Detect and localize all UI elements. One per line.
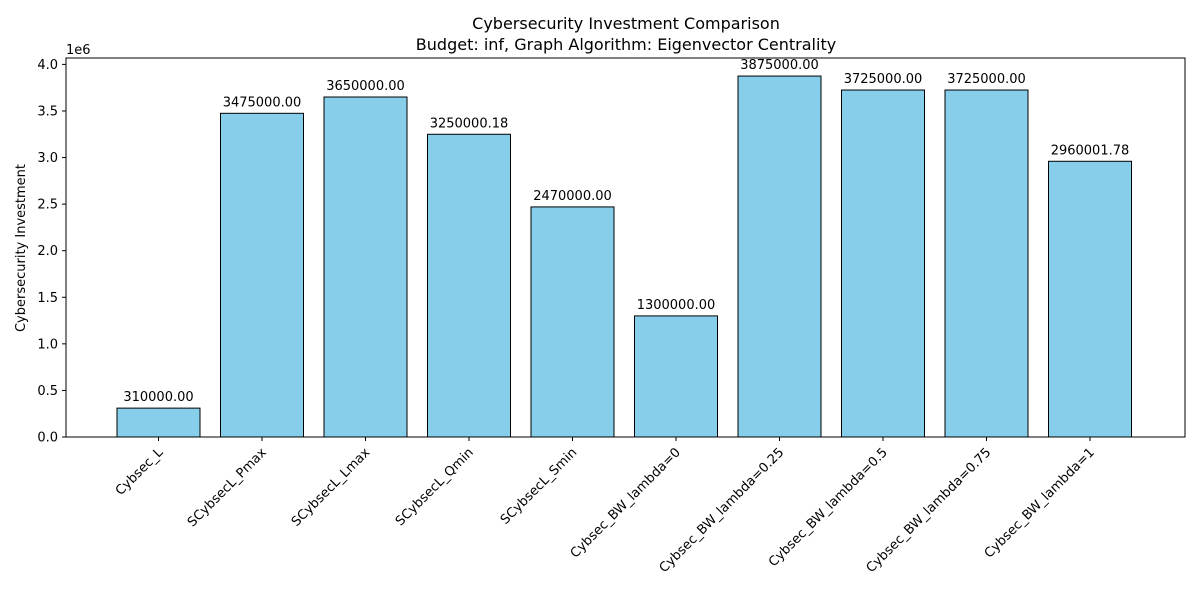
bars-layer xyxy=(116,75,1132,438)
x-tick-label: SCybsecL_Lmax xyxy=(289,445,374,530)
bar xyxy=(116,407,201,438)
bar-value-label: 310000.00 xyxy=(123,390,193,405)
x-tick-label: Cybsec_BW_lambda=0.25 xyxy=(657,445,788,576)
x-tick-label: Cybsec_L xyxy=(113,445,167,499)
chart-subtitle: Budget: inf, Graph Algorithm: Eigenvecto… xyxy=(416,35,836,54)
bar xyxy=(323,96,408,438)
bar xyxy=(634,315,718,438)
y-axis-label: Cybersecurity Investment xyxy=(14,164,29,332)
x-tick-label: Cybsec_BW_lambda=0.5 xyxy=(766,445,891,570)
y-tick-label: 1.0 xyxy=(37,337,58,352)
x-tick-label: SCybsecL_Pmax xyxy=(185,445,270,530)
y-tick-label: 3.5 xyxy=(37,104,58,119)
bar-value-label: 3875000.00 xyxy=(740,58,819,73)
bar-value-label: 1300000.00 xyxy=(637,298,716,313)
x-tick-label: SCybsecL_Smin xyxy=(498,445,581,528)
y-tick-label: 3.0 xyxy=(37,151,58,166)
y-tick-label: 4.0 xyxy=(37,58,58,73)
y-tick-label: 0.5 xyxy=(37,384,58,399)
bar xyxy=(1048,160,1132,438)
bar-value-label: 2470000.00 xyxy=(533,189,612,204)
y-scale-offset-label: 1e6 xyxy=(66,43,91,58)
x-tick-label: SCybsecL_Qmin xyxy=(393,445,477,529)
y-tick-label: 1.5 xyxy=(37,291,58,306)
y-tick-label: 2.5 xyxy=(37,198,58,213)
y-tick-label: 2.0 xyxy=(37,244,58,259)
bar xyxy=(841,89,925,438)
y-axis-ticks: 0.0 0.5 1.0 1.5 2.0 2.5 3.0 3.5 4.0 xyxy=(37,58,66,446)
x-tick-label: Cybsec_BW_lambda=1 xyxy=(982,445,1098,561)
x-tick-label: Cybsec_BW_lambda=0.75 xyxy=(864,445,995,576)
x-axis-ticks: Cybsec_L SCybsecL_Pmax SCybsecL_Lmax SCybse… xyxy=(113,437,1098,576)
bar xyxy=(944,89,1029,438)
bar xyxy=(530,206,615,438)
x-tick-label: Cybsec_BW_lambda=0 xyxy=(568,445,684,561)
chart-title: Cybersecurity Investment Comparison xyxy=(472,14,780,33)
bar xyxy=(427,133,511,438)
bar-value-label: 3650000.00 xyxy=(326,79,405,94)
bar-value-label: 3725000.00 xyxy=(947,72,1026,87)
bar-value-label: 3725000.00 xyxy=(844,72,923,87)
value-labels-layer: 310000.00 3475000.00 3650000.00 3250000.18 2… xyxy=(123,58,1129,405)
bar-value-label: 2960001.78 xyxy=(1051,143,1130,158)
plot-frame xyxy=(65,57,1186,438)
bar-value-label: 3250000.18 xyxy=(430,116,509,131)
bar-value-label: 3475000.00 xyxy=(223,95,302,110)
bar xyxy=(737,75,822,438)
bar xyxy=(220,112,304,438)
y-tick-label: 0.0 xyxy=(37,431,58,446)
